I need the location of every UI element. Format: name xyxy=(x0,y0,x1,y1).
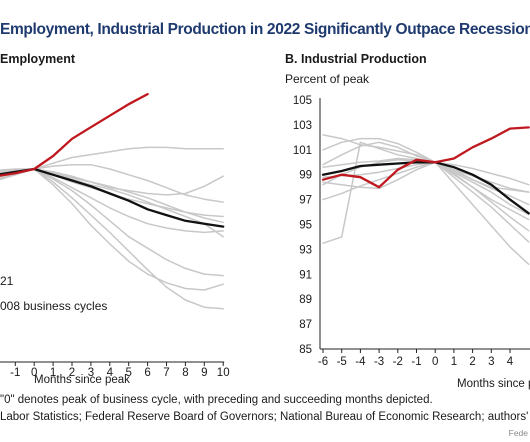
y-tick-label: 99 xyxy=(299,170,312,182)
footnote-definition: "0" denotes peak of business cycle, with… xyxy=(0,394,433,406)
x-tick-label: 6 xyxy=(144,367,150,379)
x-tick-label: 0 xyxy=(31,367,37,379)
x-tick-label: 2 xyxy=(69,367,75,379)
panel-b-series xyxy=(321,126,530,266)
series-line-history-2 xyxy=(0,146,224,171)
series-line-history-4 xyxy=(0,168,224,196)
x-tick-label: -1 xyxy=(411,356,421,368)
x-tick-label: 5 xyxy=(125,367,131,379)
x-tick-label: 1 xyxy=(451,356,457,368)
y-tick-label: 87 xyxy=(299,319,312,331)
series-line-current-0 xyxy=(321,126,530,189)
x-tick-label: -6 xyxy=(318,356,328,368)
x-tick-label: -5 xyxy=(337,356,347,368)
x-tick-label: 4 xyxy=(107,367,114,379)
y-tick-label: 97 xyxy=(299,195,312,207)
x-tick-label: -3 xyxy=(374,356,384,368)
x-tick-label: -2 xyxy=(393,356,403,368)
x-tick-label: 3 xyxy=(488,356,494,368)
x-tick-label: 3 xyxy=(88,367,94,379)
chart-title: Employment, Industrial Production in 202… xyxy=(0,21,530,38)
series-line-history-8 xyxy=(322,161,530,266)
panel-b-unit-label: Percent of peak xyxy=(285,72,370,86)
x-tick-label: 9 xyxy=(201,367,207,379)
series-line-average-1 xyxy=(321,161,530,215)
legend-history-label: 008 business cycles xyxy=(0,299,108,313)
y-tick-label: 93 xyxy=(299,244,312,256)
series-line-history-4 xyxy=(322,141,530,206)
series-line-history-9 xyxy=(322,161,530,186)
y-tick-label: 85 xyxy=(299,344,312,356)
source-credit: Fede xyxy=(508,428,528,438)
footnote-sources: Labor Statistics; Federal Reserve Board … xyxy=(0,411,529,423)
series-line-history-3 xyxy=(322,137,530,221)
series-line-current-0 xyxy=(0,92,149,177)
y-tick-label: 91 xyxy=(299,269,312,281)
x-tick-label: 4 xyxy=(507,356,514,368)
x-tick-label: 10 xyxy=(217,367,230,379)
panel-b-plot: 85 87 89 91 93 95 97 99 101 103 105 -6 -5 -4 -3 -2 -1 0 1 2… xyxy=(293,95,530,368)
series-line-history-5 xyxy=(322,159,530,232)
x-tick-label: 1 xyxy=(50,367,56,379)
legend-current-label: 21 xyxy=(0,274,14,288)
x-tick-label: 8 xyxy=(182,367,188,379)
panel-a-series xyxy=(0,92,225,310)
x-tick-label: 0 xyxy=(432,356,438,368)
y-tick-label: 101 xyxy=(293,145,312,157)
panel-b-title: B. Industrial Production xyxy=(285,52,427,66)
x-tick-label: -4 xyxy=(355,356,366,368)
panel-b-x-axis-label: Months since peak xyxy=(457,378,530,390)
y-tick-label: 95 xyxy=(299,220,312,232)
series-line-history-10 xyxy=(0,168,224,238)
panel-a-title: Employment xyxy=(0,52,76,66)
y-tick-label: 89 xyxy=(299,294,312,306)
panel-a-x-axis-label: Months since peak xyxy=(34,374,130,386)
y-tick-label: 103 xyxy=(293,120,312,132)
x-tick-label: 7 xyxy=(163,367,169,379)
x-tick-label: 2 xyxy=(469,356,475,368)
y-tick-label: 105 xyxy=(293,95,312,107)
x-tick-label: -1 xyxy=(10,367,20,379)
